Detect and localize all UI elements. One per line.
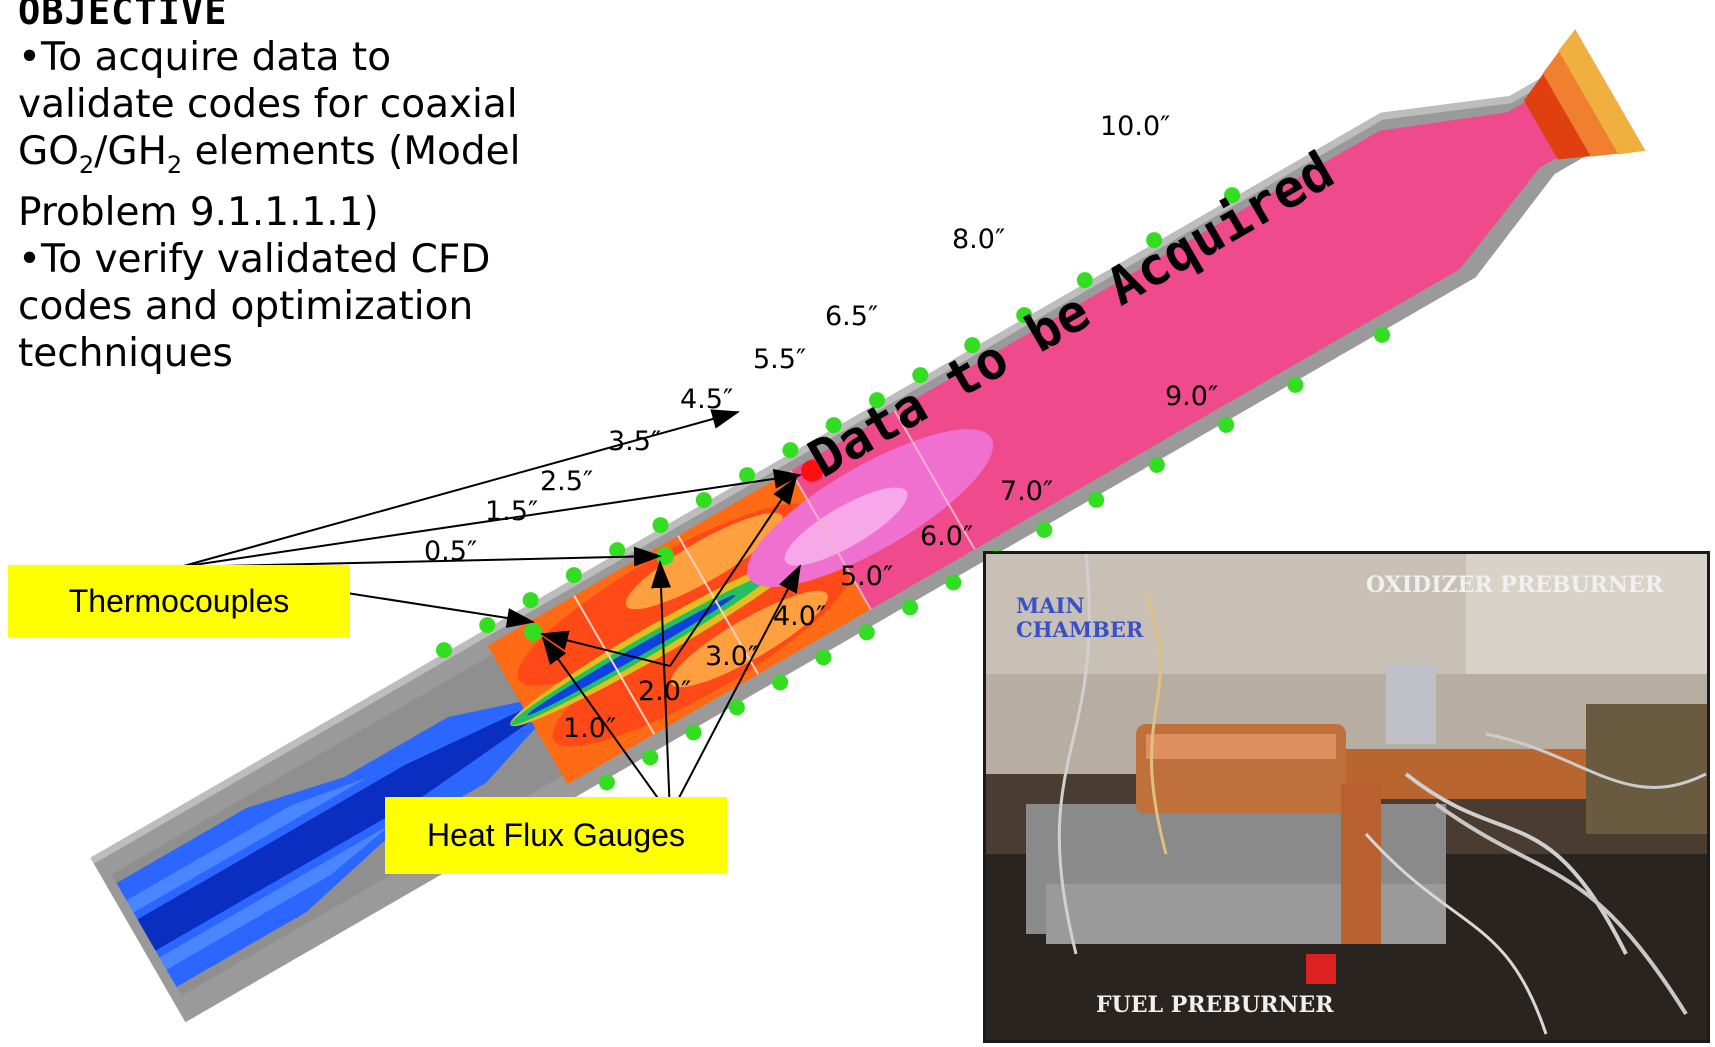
- label-8-0: 8.0″: [952, 224, 1005, 255]
- label-6-5: 6.5″: [825, 301, 878, 332]
- formula-go: GO: [18, 129, 79, 174]
- label-5-0: 5.0″: [840, 561, 893, 592]
- chamber-data-region: [790, 77, 1601, 610]
- label-0-5: 0.5″: [424, 536, 477, 567]
- label-5-5: 5.5″: [753, 344, 806, 375]
- label-9-0: 9.0″: [1165, 381, 1218, 412]
- bullet1-line4: Problem 9.1.1.1.1): [18, 189, 379, 235]
- bullet1-formula-line: GO2/GH2 elements (Model: [18, 128, 658, 189]
- formula-gh-sub: 2: [166, 150, 183, 179]
- gauge-dots-top: [435, 187, 1241, 659]
- thermocouple-point: [801, 460, 823, 482]
- objective-heading: OBJECTIVE: [18, 0, 228, 33]
- formula-go-sub: 2: [78, 150, 95, 179]
- fuel-preburner-label: FUEL PREBURNER: [1096, 992, 1334, 1018]
- upper-position-labels: 0.5″ 1.5″ 2.5″ 3.5″ 4.5″ 5.5″ 6.5″ 8.0″ …: [424, 111, 1170, 567]
- label-3-0: 3.0″: [705, 641, 758, 672]
- bullet1-line2: validate codes for coaxial: [18, 82, 518, 127]
- nozzle-exit: [1523, 29, 1646, 160]
- heat-flux-point-1: [524, 623, 542, 641]
- label-7-0: 7.0″: [1000, 476, 1053, 507]
- label-10-0: 10.0″: [1100, 111, 1170, 142]
- thermocouples-callout: Thermocouples: [8, 565, 350, 637]
- bullet2-line3: techniques: [18, 330, 233, 376]
- injector-element: [116, 699, 543, 987]
- test-rig-photo: MAIN CHAMBER OXIDIZER PREBURNER FUEL PRE…: [983, 551, 1710, 1043]
- label-6-0: 6.0″: [920, 521, 973, 552]
- label-4-5: 4.5″: [680, 384, 733, 415]
- formula-rest: elements (Model: [182, 129, 521, 174]
- formula-gh: /GH: [94, 129, 167, 174]
- oxidizer-preburner-label: OXIDIZER PREBURNER: [1366, 572, 1664, 598]
- objective-block: OBJECTIVE •To acquire data to validate c…: [18, 0, 658, 377]
- bullet1-line1: •To acquire data to: [18, 35, 392, 80]
- label-2-5: 2.5″: [540, 466, 593, 497]
- heat-flux-leaders: [540, 476, 801, 816]
- lower-position-labels: 1.0″ 2.0″ 3.0″ 4.0″ 5.0″ 6.0″ 7.0″ 9.0″: [563, 381, 1218, 744]
- bullet2-line2: codes and optimization: [18, 283, 474, 329]
- main-chamber-label: MAIN CHAMBER: [1016, 593, 1144, 642]
- label-1-5: 1.5″: [485, 496, 538, 527]
- heat-flux-callout: Heat Flux Gauges: [385, 797, 727, 874]
- label-4-0: 4.0″: [773, 601, 826, 632]
- bullet2-line1: •To verify validated CFD: [18, 236, 491, 282]
